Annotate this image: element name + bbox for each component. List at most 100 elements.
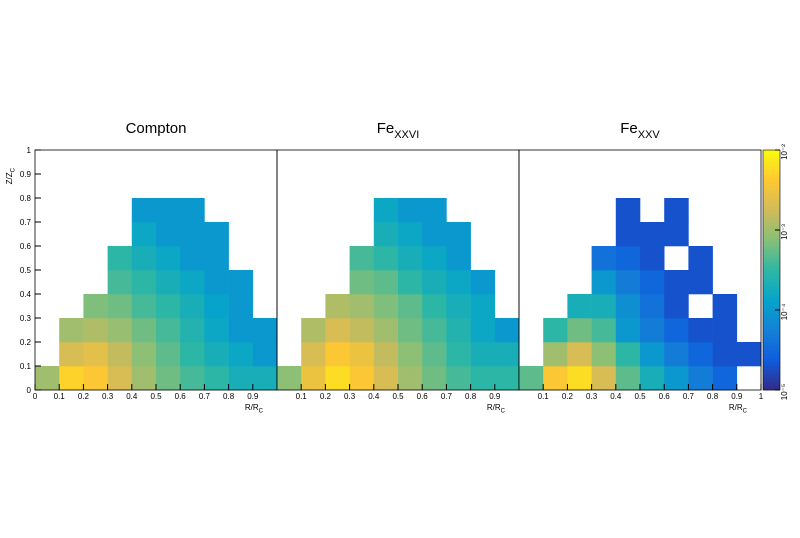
heatmap-cell bbox=[35, 366, 60, 391]
heatmap-cell bbox=[107, 270, 133, 295]
heatmap-cell bbox=[640, 246, 665, 271]
y-tick-label: 1 bbox=[27, 146, 32, 155]
colorbar-segment bbox=[763, 278, 780, 283]
colorbar-tick-label: 10⁻³ bbox=[780, 224, 789, 240]
heatmap-cell bbox=[591, 246, 617, 271]
heatmap-cell bbox=[591, 318, 617, 343]
heatmap-cell bbox=[228, 342, 254, 367]
colorbar-segment bbox=[763, 322, 780, 327]
heatmap-cell bbox=[567, 318, 592, 343]
x-tick-label: 0.4 bbox=[126, 392, 138, 401]
y-tick-label: 0.5 bbox=[20, 266, 32, 275]
colorbar-segment bbox=[763, 218, 780, 223]
x-tick-label: 0.6 bbox=[659, 392, 671, 401]
x-tick-label: 0.3 bbox=[586, 392, 598, 401]
colorbar-segment bbox=[763, 258, 780, 263]
heatmap-cell bbox=[543, 366, 568, 391]
colorbar-segment bbox=[763, 166, 780, 171]
colorbar-segment bbox=[763, 226, 780, 231]
colorbar-segment bbox=[763, 366, 780, 371]
x-tick-label: 0.7 bbox=[683, 392, 695, 401]
heatmap-cell bbox=[615, 342, 641, 367]
heatmap-cell bbox=[83, 318, 108, 343]
heatmap-cell bbox=[664, 198, 689, 223]
chart-title: Compton bbox=[126, 120, 187, 137]
x-axis-label: R/RC bbox=[245, 403, 264, 415]
x-tick-label: 0.4 bbox=[368, 392, 380, 401]
heatmap-cell bbox=[640, 222, 665, 247]
heatmap-cell bbox=[204, 294, 229, 319]
heatmap-cell bbox=[664, 222, 689, 247]
heatmap-cell bbox=[567, 366, 592, 391]
colorbar-segment bbox=[763, 250, 780, 255]
heatmap-cell bbox=[567, 342, 592, 367]
heatmap-cell bbox=[422, 342, 447, 367]
heatmap-cell bbox=[277, 366, 302, 391]
heatmap-cell bbox=[325, 318, 350, 343]
heatmap-cell bbox=[301, 342, 326, 367]
colorbar-segment bbox=[763, 246, 780, 251]
heatmap-cell bbox=[252, 318, 278, 343]
heatmap-cell bbox=[712, 294, 738, 319]
heatmap-cell bbox=[615, 318, 641, 343]
chart-title-main: Fe bbox=[620, 120, 638, 137]
colorbar-segment bbox=[763, 234, 780, 239]
heatmap-cell bbox=[131, 222, 157, 247]
chart-title-subscript: XXV bbox=[638, 129, 661, 141]
x-tick-label: 0 bbox=[33, 392, 38, 401]
heatmap-cell bbox=[422, 198, 447, 223]
colorbar-segment bbox=[763, 374, 780, 379]
x-axis-label-subscript: C bbox=[501, 409, 506, 415]
x-axis-label-subscript: C bbox=[259, 409, 264, 415]
heatmap-cell bbox=[131, 318, 157, 343]
heatmap-cell bbox=[615, 366, 641, 391]
heatmap-cell bbox=[422, 294, 447, 319]
y-axis-label-main: Z/Z bbox=[5, 172, 14, 184]
heatmap-cell bbox=[640, 342, 665, 367]
x-tick-label: 0.9 bbox=[489, 392, 501, 401]
colorbar-segment bbox=[763, 222, 780, 227]
heatmap-cell bbox=[470, 294, 496, 319]
y-axis-label: Z/ZC bbox=[5, 167, 17, 184]
chart-title-main: Compton bbox=[126, 120, 187, 137]
heatmap-cell bbox=[398, 366, 423, 391]
heatmap-cell bbox=[349, 270, 375, 295]
heatmap-cell bbox=[349, 246, 375, 271]
heatmap-cell bbox=[107, 294, 133, 319]
colorbar-segment bbox=[763, 354, 780, 359]
heatmap-cell bbox=[640, 294, 665, 319]
heatmap-cell bbox=[543, 342, 568, 367]
colorbar-tick-label: 10⁻² bbox=[780, 144, 789, 160]
heatmap-cell bbox=[640, 270, 665, 295]
heatmap-cell bbox=[494, 342, 520, 367]
heatmap-cell bbox=[131, 342, 157, 367]
x-tick-label: 0.7 bbox=[441, 392, 453, 401]
heatmap-cell bbox=[373, 222, 399, 247]
chart-title: FeXXV bbox=[620, 120, 660, 141]
x-tick-label: 0.1 bbox=[296, 392, 308, 401]
heatmap-cell bbox=[228, 270, 254, 295]
x-tick-label: 0.8 bbox=[707, 392, 719, 401]
heatmap-cell bbox=[373, 270, 399, 295]
heatmap-cell bbox=[180, 222, 205, 247]
heatmap-cell bbox=[131, 366, 157, 391]
colorbar-segment bbox=[763, 206, 780, 211]
colorbar-segment bbox=[763, 202, 780, 207]
chart-title-subscript: XXVI bbox=[394, 129, 419, 141]
heatmap-cell bbox=[301, 366, 326, 391]
heatmap-cell bbox=[422, 318, 447, 343]
heatmap-cell bbox=[156, 342, 181, 367]
colorbar-segment bbox=[763, 326, 780, 331]
heatmap-cell bbox=[664, 318, 689, 343]
colorbar-segment bbox=[763, 254, 780, 259]
heatmap-cell bbox=[712, 342, 738, 367]
heatmap-cell bbox=[107, 342, 133, 367]
colorbar-segment bbox=[763, 262, 780, 267]
x-tick-label: 1 bbox=[759, 392, 764, 401]
heatmap-cell bbox=[59, 342, 84, 367]
x-tick-label: 0.6 bbox=[417, 392, 429, 401]
heatmap-cell bbox=[228, 294, 254, 319]
heatmap-cell bbox=[373, 246, 399, 271]
heatmap-cell bbox=[615, 222, 641, 247]
heatmap-cell bbox=[83, 366, 108, 391]
